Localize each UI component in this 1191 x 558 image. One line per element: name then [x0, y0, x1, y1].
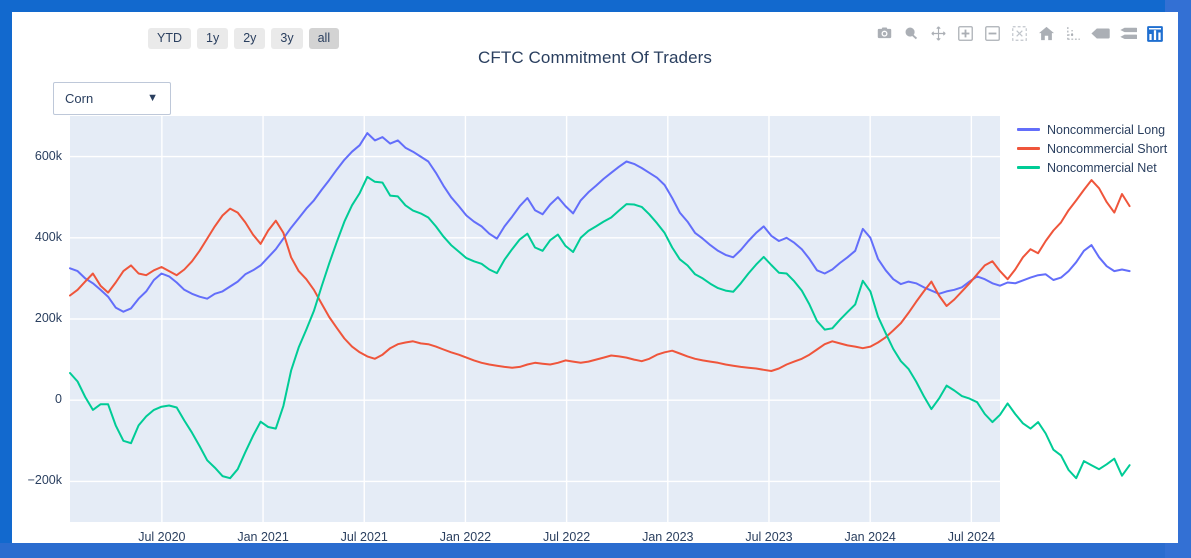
legend-item-noncommercial-long[interactable]: Noncommercial Long — [1017, 120, 1167, 139]
x-axis-tick-label: Jul 2024 — [947, 530, 995, 543]
y-axis-tick-label: 400k — [34, 229, 62, 244]
range-selector: YTD 1y 2y 3y all — [148, 28, 340, 49]
series-line — [69, 132, 1131, 313]
y-axis-tick-label: 0 — [55, 392, 62, 407]
x-axis-tick-label: Jan 2024 — [844, 530, 896, 543]
x-axis-tick-label: Jul 2023 — [745, 530, 793, 543]
plotly-logo-icon[interactable] — [1145, 24, 1164, 43]
y-axis-tick-label: −200k — [27, 473, 62, 488]
chart-card: YTD 1y 2y 3y all — [12, 12, 1178, 543]
hover-compare-icon[interactable] — [1118, 24, 1137, 43]
chart-legend: Noncommercial Long Noncommercial Short N… — [1017, 120, 1167, 177]
legend-swatch-net — [1017, 166, 1040, 169]
plot-area — [12, 12, 1178, 543]
line-chart[interactable] — [12, 12, 1178, 543]
series-line — [69, 179, 1131, 372]
chevron-down-icon: ▼ — [147, 92, 158, 104]
zoom-out-icon[interactable] — [983, 24, 1002, 43]
series-line — [69, 175, 1131, 480]
x-axis-tick-label: Jul 2022 — [542, 530, 591, 543]
plotly-modebar — [875, 24, 1164, 43]
autoscale-icon[interactable] — [1010, 24, 1029, 43]
y-axis-tick-label: 200k — [34, 311, 62, 325]
x-axis-tick-label: Jan 2022 — [439, 530, 492, 543]
pan-icon[interactable] — [929, 24, 948, 43]
legend-label-short: Noncommercial Short — [1047, 141, 1168, 156]
page-title: CFTC Commitment Of Traders — [477, 48, 713, 67]
legend-swatch-long — [1017, 128, 1040, 131]
range-button-3y[interactable]: 3y — [271, 28, 303, 49]
home-icon[interactable] — [1037, 24, 1056, 43]
legend-item-noncommercial-net[interactable]: Noncommercial Net — [1017, 158, 1167, 177]
legend-label-long: Noncommercial Long — [1047, 122, 1166, 137]
zoom-icon[interactable] — [902, 24, 921, 43]
y-axis-tick-label: 600k — [34, 148, 62, 163]
x-axis-tick-label: Jan 2023 — [642, 530, 694, 543]
spike-lines-icon[interactable] — [1064, 24, 1083, 43]
x-axis-tick-label: Jan 2021 — [237, 530, 289, 543]
range-button-2y[interactable]: 2y — [234, 28, 266, 49]
legend-label-net: Noncommercial Net — [1047, 160, 1157, 175]
x-axis-tick-label: Jul 2020 — [138, 530, 186, 543]
hover-closest-icon[interactable] — [1091, 24, 1110, 43]
zoom-in-icon[interactable] — [956, 24, 975, 43]
x-axis-tick-label: Jul 2021 — [340, 530, 388, 543]
camera-icon[interactable] — [875, 24, 894, 43]
legend-item-noncommercial-short[interactable]: Noncommercial Short — [1017, 139, 1167, 158]
commodity-dropdown[interactable]: Corn ▼ — [53, 82, 171, 115]
commodity-dropdown-value: Corn — [65, 91, 94, 106]
range-button-1y[interactable]: 1y — [197, 28, 229, 49]
range-button-all[interactable]: all — [308, 28, 340, 49]
legend-swatch-short — [1017, 147, 1040, 150]
range-button-ytd[interactable]: YTD — [148, 28, 191, 49]
